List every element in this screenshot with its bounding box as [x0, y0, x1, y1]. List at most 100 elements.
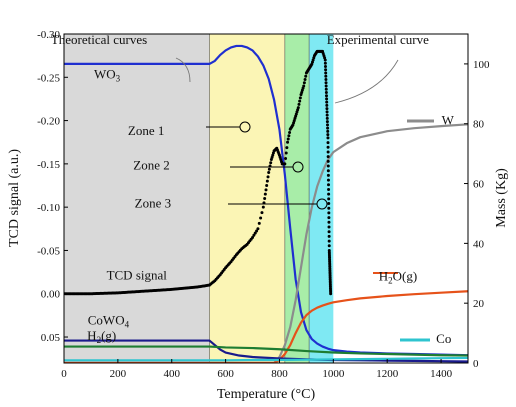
- tcd-point: [259, 216, 263, 220]
- tcd-point: [296, 106, 300, 110]
- tcd-point: [326, 178, 330, 182]
- tcd-point: [327, 244, 331, 248]
- tcd-point: [325, 97, 329, 101]
- tcd-point: [324, 90, 328, 94]
- tcd-point: [267, 167, 271, 171]
- tcd-point: [257, 221, 261, 225]
- tcd-point: [283, 162, 287, 166]
- tcd-point: [324, 71, 328, 75]
- annotation-w: W: [442, 113, 455, 128]
- tcd-point: [326, 133, 330, 137]
- tcd-point: [263, 192, 267, 196]
- x-tick-label: 600: [217, 368, 234, 380]
- zone-band-initial: [64, 34, 210, 363]
- annotation-h2o-g: H2O(g): [379, 268, 417, 285]
- tcd-point: [325, 116, 329, 120]
- series-layer: [64, 44, 468, 363]
- series-w: [64, 123, 468, 363]
- tcd-point: [267, 171, 271, 175]
- tcd-point: [324, 68, 328, 72]
- tcd-point: [324, 74, 328, 78]
- tcd-point: [325, 107, 329, 111]
- annotation-experimental-curve: Experimental curve: [327, 32, 429, 47]
- tcd-point: [263, 197, 267, 200]
- y-right-tick-label: 20: [473, 298, 485, 310]
- tcd-point: [260, 211, 264, 215]
- tcd-point: [327, 183, 331, 187]
- tcd-point: [326, 123, 329, 127]
- tcd-point: [303, 77, 307, 81]
- tcd-point: [326, 136, 330, 140]
- tcd-point: [261, 205, 265, 209]
- tcd-point: [326, 169, 330, 173]
- annotation-theoretical-curves: Theoretical curves: [51, 32, 147, 47]
- tcd-point: [326, 129, 330, 133]
- tcd-point: [327, 187, 331, 191]
- tcd-point: [326, 155, 330, 159]
- tcd-point: [285, 146, 289, 150]
- tcd-point: [323, 61, 327, 65]
- tcd-point: [304, 74, 308, 78]
- zone-2-marker: [292, 161, 304, 173]
- x-tick-label: 800: [271, 368, 288, 380]
- annotation-wo3: WO3: [94, 67, 121, 84]
- tcd-point: [326, 159, 330, 163]
- tcd-point: [265, 179, 269, 183]
- y-axis-right-title: Mass (Kg): [494, 168, 509, 228]
- y-right-tick-label: 0: [473, 358, 479, 370]
- tcd-point: [327, 192, 331, 196]
- x-tick-label: 1400: [430, 368, 453, 380]
- annotation-tcd-signal: TCD signal: [107, 268, 168, 283]
- annotation-zone-1: Zone 1: [128, 123, 164, 138]
- tcd-point: [327, 230, 331, 234]
- tcd-point: [323, 58, 327, 62]
- tcd-point: [329, 292, 333, 296]
- theoretical-arrow: [175, 57, 191, 83]
- tcd-point: [297, 102, 301, 106]
- tcd-point: [286, 140, 290, 144]
- tcd-point: [326, 126, 330, 130]
- x-axis-title: Temperature (°C): [217, 387, 316, 402]
- tcd-point: [256, 227, 260, 231]
- tcd-point: [325, 120, 329, 124]
- zone-1-marker: [239, 121, 251, 133]
- tcd-point: [326, 145, 330, 149]
- tcd-point: [264, 188, 268, 192]
- series-wo3: [64, 44, 468, 357]
- tcd-point: [287, 134, 291, 138]
- y-left-tick-label: -0.20: [37, 116, 60, 128]
- series-h2o-g: [64, 290, 468, 363]
- annotation-zone-2: Zone 2: [133, 158, 169, 173]
- annotation-cowo4: CoWO4: [88, 313, 130, 330]
- tcd-point: [327, 197, 331, 201]
- tcd-point: [323, 64, 327, 68]
- tcd-point: [327, 211, 331, 215]
- y-left-tick-label: -0.15: [37, 159, 60, 171]
- plot-frame: [63, 33, 469, 364]
- tcd-point: [324, 84, 328, 88]
- x-tick-label: 1200: [376, 368, 399, 380]
- tcd-point: [327, 225, 331, 229]
- y-left-tick-label: -0.10: [37, 202, 60, 214]
- tcd-point: [327, 239, 331, 243]
- x-tick-label: 0: [61, 368, 67, 380]
- y-right-tick-label: 60: [473, 179, 485, 191]
- y-left-tick-label: 0.00: [41, 289, 61, 301]
- tcd-point: [255, 229, 259, 233]
- tcd-point: [252, 233, 256, 237]
- annotation-leaders: [175, 57, 434, 342]
- tcd-point: [288, 130, 292, 134]
- series-h2-g: [64, 345, 468, 357]
- tcd-point: [325, 103, 329, 107]
- tcd-point: [266, 175, 270, 179]
- tcd-point: [326, 173, 330, 177]
- y-left-tick-label: -0.25: [37, 72, 60, 84]
- annotation-zone-3: Zone 3: [135, 196, 171, 211]
- tcd-point: [325, 110, 329, 114]
- tcd-point: [327, 216, 331, 220]
- y-right-tick-label: 80: [473, 119, 485, 131]
- annotations: Theoretical curves Experimental curve WO3 Z…: [51, 32, 455, 346]
- y-axis-left-title: TCD signal (a.u.): [7, 149, 22, 247]
- x-tick-label: 1000: [322, 368, 345, 380]
